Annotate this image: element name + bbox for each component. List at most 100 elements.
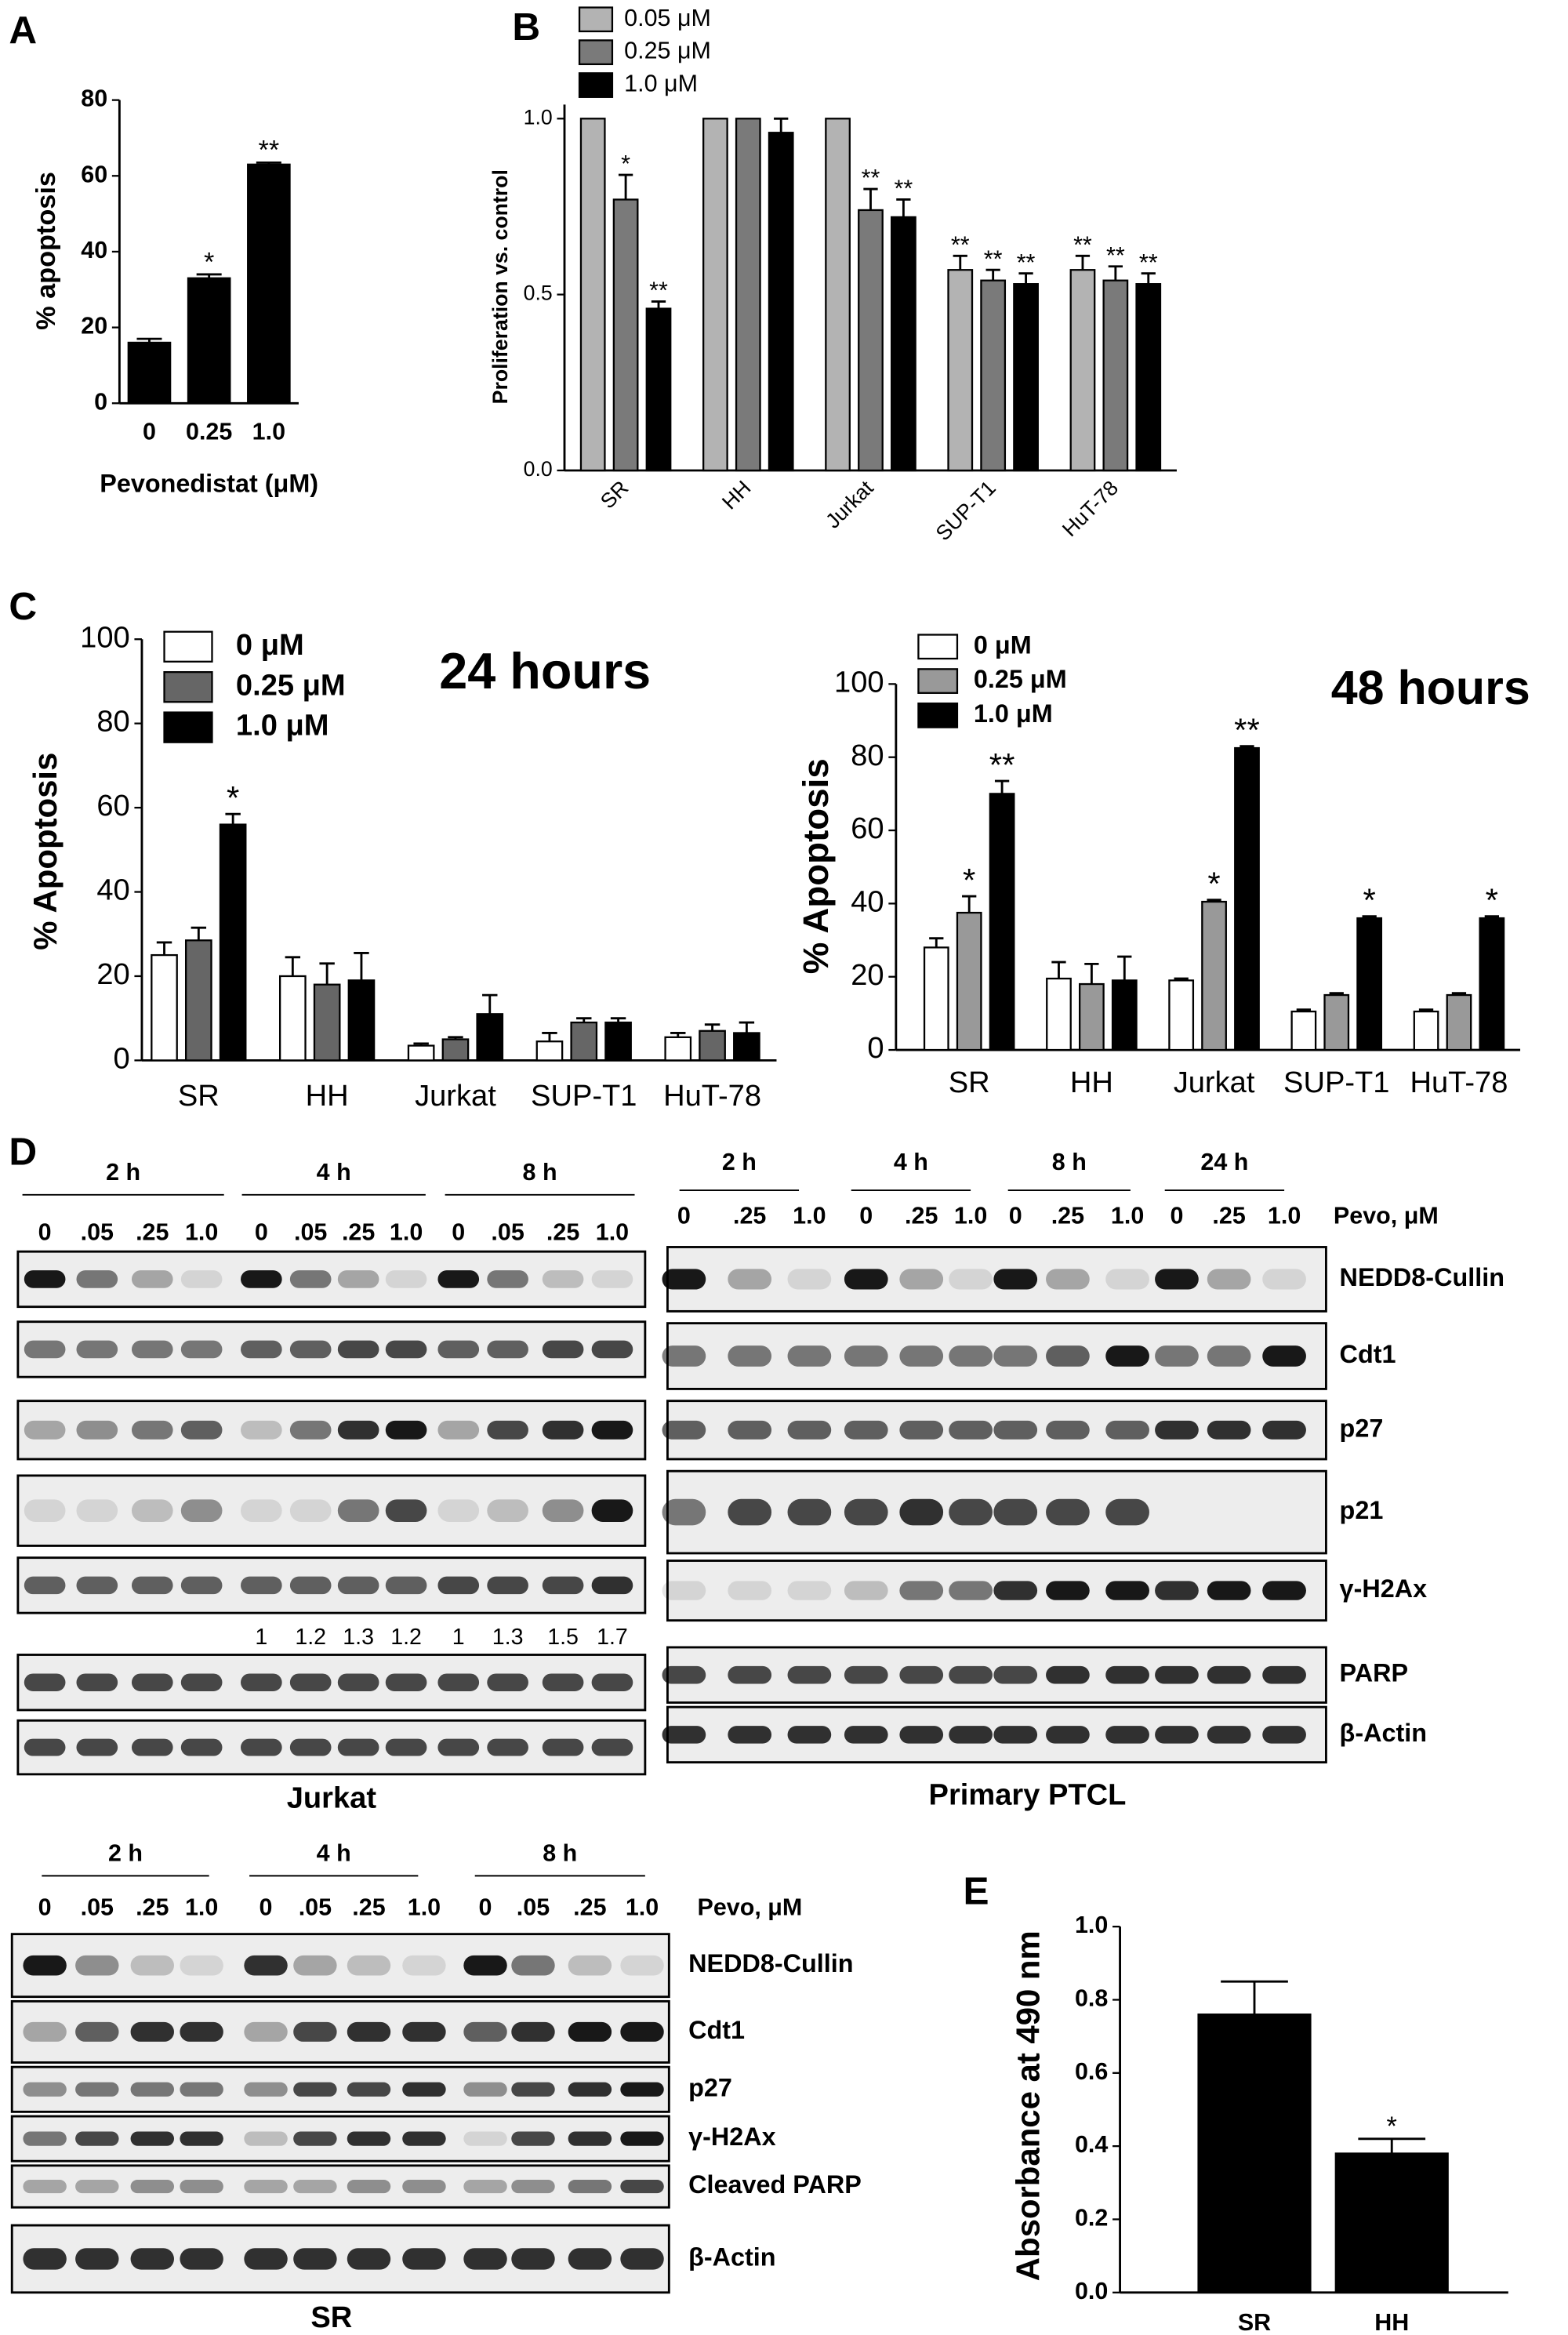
significance-label: **	[649, 278, 668, 304]
dose-label: 1.0	[408, 1894, 441, 1920]
significance-label: *	[621, 151, 630, 177]
band	[1155, 1665, 1199, 1684]
x-tick-label: 0.25	[186, 418, 232, 445]
bar	[612, 198, 639, 472]
y-tick-label: 60	[851, 812, 884, 845]
band	[1105, 1498, 1149, 1526]
bar	[947, 269, 974, 472]
time-label: 2 h	[722, 1149, 757, 1175]
bar	[1197, 2014, 1312, 2293]
y-tick-label: 100	[834, 666, 884, 699]
bar	[980, 279, 1007, 472]
band	[130, 2248, 174, 2270]
band	[24, 1270, 66, 1288]
band	[402, 2180, 446, 2194]
blot-strip	[16, 1719, 647, 1776]
band	[24, 1499, 66, 1522]
bar	[735, 118, 761, 472]
legend-label: 1.0 μM	[236, 710, 329, 743]
panel-label: A	[9, 9, 37, 52]
bar	[151, 953, 178, 1062]
dose-label: .05	[81, 1218, 114, 1245]
band	[437, 1738, 480, 1756]
band	[289, 1576, 332, 1595]
band	[337, 1576, 379, 1595]
quantification: 1	[452, 1625, 465, 1650]
x-tick-label: HH	[1070, 1066, 1113, 1099]
band	[293, 2131, 337, 2146]
band	[949, 1420, 993, 1440]
band	[23, 2131, 67, 2146]
band	[662, 1665, 706, 1684]
bar	[858, 209, 884, 472]
y-tick-label: 0	[867, 1032, 884, 1065]
band	[1046, 1665, 1090, 1684]
band	[993, 1269, 1038, 1290]
row-label: NEDD8-Cullin	[688, 1949, 853, 1977]
significance-label: *	[1207, 866, 1220, 902]
dose-label: 0	[260, 1894, 273, 1920]
row-label: p21	[1340, 1496, 1384, 1524]
dose-label: .25	[136, 1218, 169, 1245]
significance-label: *	[1363, 882, 1376, 919]
band	[787, 1269, 832, 1290]
dose-unit: Pevo, μM	[698, 1894, 803, 1920]
band	[949, 1345, 993, 1367]
bar	[923, 946, 949, 1051]
y-tick-label: 40	[851, 885, 884, 918]
dose-label: 0	[38, 1218, 52, 1245]
dose-label: 0	[1009, 1202, 1022, 1229]
band	[1155, 1726, 1199, 1744]
x-tick-label: Jurkat	[415, 1080, 496, 1113]
band	[24, 1738, 66, 1756]
bar	[699, 1030, 726, 1062]
band	[1207, 1345, 1251, 1367]
band	[180, 1955, 223, 1976]
legend-swatch	[163, 671, 213, 703]
band	[844, 1420, 888, 1440]
bar	[1168, 979, 1195, 1051]
bar	[1135, 283, 1162, 472]
band	[337, 1738, 379, 1756]
band	[23, 2021, 67, 2042]
blot-strip	[16, 1474, 647, 1547]
band	[293, 2248, 337, 2270]
blot-strip	[10, 2065, 670, 2113]
dose-label: .05	[299, 1894, 332, 1920]
bar	[891, 216, 916, 472]
band	[844, 1269, 888, 1290]
y-tick-label: 20	[96, 958, 129, 991]
dose-label: .05	[517, 1894, 550, 1920]
band	[347, 2248, 391, 2270]
band	[1046, 1269, 1090, 1290]
band	[949, 1581, 993, 1600]
band	[844, 1581, 888, 1600]
band	[1155, 1420, 1199, 1440]
row-label: p27	[688, 2073, 732, 2101]
significance-label: *	[1486, 882, 1498, 919]
band	[899, 1581, 944, 1600]
legend-swatch	[917, 668, 959, 694]
dose-unit: Pevo, μM	[1334, 1202, 1439, 1229]
band	[844, 1665, 888, 1684]
band	[620, 2248, 664, 2270]
band	[385, 1340, 427, 1359]
band	[487, 1738, 528, 1756]
band	[180, 1576, 223, 1595]
y-tick-label: 1.0	[1075, 1912, 1108, 1938]
bar	[127, 341, 172, 405]
significance-label: *	[204, 247, 214, 277]
band	[180, 2248, 223, 2270]
dose-label: 0	[255, 1218, 268, 1245]
y-tick-label: 0.0	[1075, 2278, 1108, 2304]
panel-label: D	[9, 1130, 37, 1173]
band	[347, 2082, 391, 2097]
y-tick-label: 80	[851, 739, 884, 772]
band	[844, 1726, 888, 1744]
dose-label: 1.0	[1111, 1202, 1144, 1229]
band	[76, 1576, 118, 1595]
band	[542, 1738, 584, 1756]
band	[1105, 1420, 1149, 1440]
bar	[1046, 977, 1072, 1051]
